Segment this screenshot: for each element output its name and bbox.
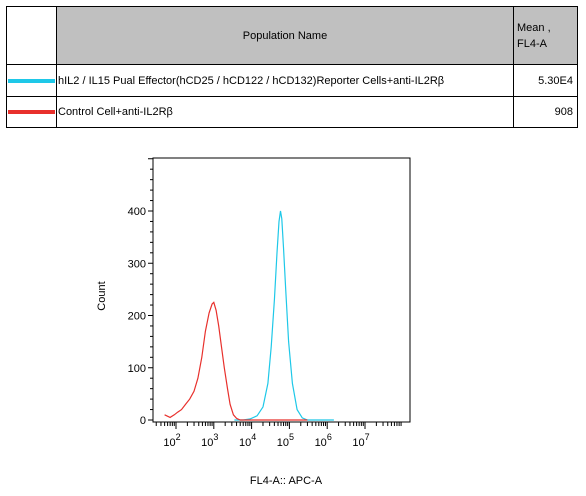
x-tick-label: 105 <box>277 432 294 449</box>
legend-header-mean-line1: Mean , <box>517 21 551 34</box>
legend-swatch-red <box>8 110 55 114</box>
legend-swatch-blue <box>8 78 55 83</box>
legend-swatch-cell <box>6 96 57 128</box>
x-tick-label: 106 <box>315 432 332 449</box>
legend-row-mean: 5.30E4 <box>513 64 578 97</box>
x-tick-label: 107 <box>352 432 369 449</box>
legend-header-name: Population Name <box>56 6 514 65</box>
x-axis-label: FL4-A:: APC-A <box>250 475 323 487</box>
y-tick-label: 0 <box>140 415 146 427</box>
legend-header-blank <box>6 6 57 65</box>
x-axis: 102 103 104 105 106 107 <box>155 422 402 449</box>
series-group <box>164 210 334 421</box>
legend-swatch-cell <box>6 64 57 97</box>
series-control-cell-line <box>164 301 308 421</box>
legend-table: Population Name Mean , FL4-A hIL2 / IL15… <box>6 6 578 128</box>
legend-row-mean: 908 <box>513 96 578 128</box>
y-axis: 0 100 200 300 400 <box>128 158 153 427</box>
x-tick-label: 104 <box>239 432 256 449</box>
legend-row-name: hIL2 / IL15 Pual Effector(hCD25 / hCD122… <box>56 64 514 97</box>
y-tick-label: 200 <box>128 311 146 323</box>
y-tick-label: 400 <box>128 206 146 218</box>
legend-header-mean-line2: FL4-A <box>517 37 547 50</box>
legend-row-name: Control Cell+anti-IL2Rβ <box>56 96 514 128</box>
x-tick-label: 103 <box>201 432 218 449</box>
y-axis-label: Count <box>96 281 108 310</box>
legend-header-mean: Mean , FL4-A <box>513 6 578 65</box>
x-tick-label: 102 <box>163 432 180 449</box>
histogram-chart: 0 100 200 300 400 102 103 104 105 106 107 Count F… <box>96 157 411 487</box>
plot-frame <box>152 157 411 423</box>
series-reporter-cells-line <box>234 210 334 421</box>
y-tick-label: 100 <box>128 363 146 375</box>
y-tick-label: 300 <box>128 258 146 270</box>
